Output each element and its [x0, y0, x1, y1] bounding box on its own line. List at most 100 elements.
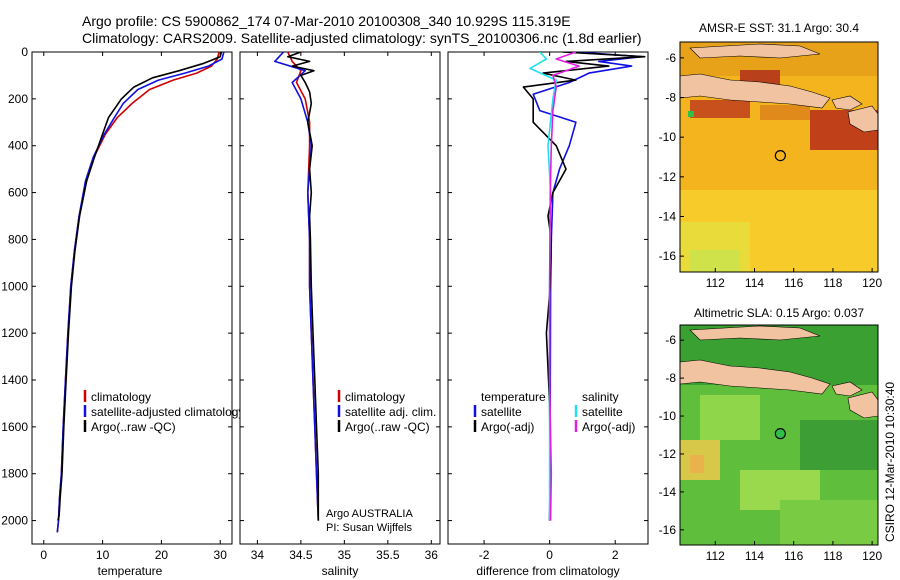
sla-land-borneo: [689, 325, 821, 341]
map-y-tick-label: -12: [659, 447, 677, 461]
map-y-tick-label: -6: [665, 333, 676, 347]
x-tick-label: 2: [612, 548, 619, 562]
x-tick-label: 35.5: [376, 548, 400, 562]
y-tick-label: 400: [8, 139, 28, 153]
legend-satellite-adjusted-label: satellite-adjusted climatology: [91, 405, 244, 419]
y-tick-label: 200: [8, 92, 28, 106]
salinity-panel: 34 34.5 35 35.5 36 salinity climatology sate…: [239, 51, 441, 578]
legend-temp-argo-label: Argo(-adj): [481, 420, 534, 434]
series-argo-raw-qc-: [57, 52, 223, 521]
sla-field-patch-4: [780, 500, 878, 545]
sst-land-java: [680, 73, 831, 109]
y-tick-label: 1000: [1, 279, 28, 293]
y-tick-label: 600: [8, 186, 28, 200]
map-y-tick-label: -8: [665, 371, 676, 385]
sla-land-sumbawa: [847, 391, 878, 419]
y-tick-label: 1600: [1, 420, 28, 434]
x-tick-label: 0: [546, 548, 553, 562]
map-y-tick-label: -10: [659, 130, 677, 144]
temperature-xlabel: temperature: [98, 564, 163, 578]
map-x-tick-label: 118: [823, 276, 842, 290]
legend-sal-sat-label: satellite: [582, 405, 623, 419]
temperature-panel: 0 10 20 30 0 200 400 600 800 1000 1200 1400 1600 1800…: [1, 45, 244, 578]
map-x-tick-label: 118: [823, 549, 842, 563]
temperature-axes-frame: [31, 51, 233, 545]
header-line-2: Climatology: CARS2009. Satellite-adjuste…: [82, 30, 642, 46]
legend-sal-argo-label: Argo(..raw -QC): [345, 420, 430, 434]
header-line-1: Argo profile: CS 5900862_174 07-Mar-2010…: [82, 13, 571, 29]
sst-land-borneo: [689, 43, 821, 59]
sla-map-image: [680, 325, 878, 545]
map-y-tick-label: -14: [659, 485, 677, 499]
map-x-tick-label: 112: [706, 549, 725, 563]
difference-ticks: -2 0 2: [448, 51, 648, 562]
x-tick-label: 36: [425, 548, 439, 562]
sla-land-java: [680, 359, 831, 395]
legend-temp-satellite-label: satellite: [481, 405, 522, 419]
x-tick-label: 10: [96, 548, 110, 562]
map-x-tick-label: 120: [862, 549, 882, 563]
x-tick-label: 30: [214, 548, 228, 562]
y-tick-label: 0: [21, 45, 28, 59]
map-y-tick-label: -6: [665, 51, 676, 65]
x-tick-label: 34: [251, 548, 265, 562]
sla-map-ticks: 112 114 116 118 120 -6 -8 -10 -12 -14 -16: [659, 333, 883, 563]
salinity-legend: climatology satellite adj. clim. Argo(..…: [337, 390, 436, 434]
float-position-marker: [774, 428, 786, 440]
temperature-series: [56, 52, 225, 533]
legend-sal-climatology-label: climatology: [345, 390, 405, 404]
side-timestamp: CSIRO 12-Mar-2010 10:30:40: [883, 382, 897, 542]
annotation-pi-name: PI: Susan Wijffels: [326, 522, 412, 534]
map-x-tick-label: 114: [745, 549, 764, 563]
y-tick-label: 1800: [1, 467, 28, 481]
map-y-tick-label: -16: [659, 523, 677, 537]
x-tick-label: 0: [40, 548, 47, 562]
legend-sal-satellite-label: satellite adj. clim.: [345, 405, 436, 419]
map-y-tick-label: -16: [659, 249, 677, 263]
legend-sal-argo-adj-label: Argo(-adj): [582, 420, 635, 434]
salinity-axes-frame: [239, 51, 441, 545]
temperature-ticks: 0 10 20 30 0 200 400 600 800 1000 1200 1400 1600 1800…: [1, 45, 232, 562]
salinity-xlabel: salinity: [322, 564, 359, 578]
sst-map-ticks: 112 114 116 118 120 -6 -8 -10 -12 -14 -16: [659, 51, 883, 290]
map-y-tick-label: -8: [665, 91, 676, 105]
float-position-marker: [774, 149, 786, 162]
sst-land-bali: [831, 95, 863, 111]
legend-salinity-header: salinity: [582, 390, 619, 404]
difference-panel: -2 0 2 difference from climatology tempera…: [447, 51, 649, 578]
map-x-tick-label: 116: [784, 276, 803, 290]
series-temperature-satellite: [532, 52, 643, 521]
sla-map-frame: [679, 324, 879, 546]
map-y-tick-label: -10: [659, 409, 677, 423]
difference-series: [522, 52, 646, 521]
difference-legend: temperature salinity satellite Argo(-adj…: [473, 390, 635, 434]
sst-warm-patch-4: [760, 105, 810, 120]
sst-land-sumbawa: [847, 105, 878, 133]
temperature-legend: climatology satellite-adjusted climatolo…: [83, 390, 244, 434]
sla-map-panel: Altimetric SLA: 0.15 Argo: 0.037 112 114 1…: [659, 306, 883, 563]
sla-land-bali: [831, 381, 863, 397]
sla-map-title: Altimetric SLA: 0.15 Argo: 0.037: [694, 306, 864, 320]
annotation-argo-australia: Argo AUSTRALIA: [326, 508, 413, 520]
salinity-series: [273, 52, 320, 521]
x-tick-label: 20: [155, 548, 169, 562]
sst-warm-patch-2: [690, 100, 750, 118]
map-y-tick-label: -14: [659, 209, 677, 223]
difference-xlabel: difference from climatology: [476, 564, 619, 578]
sst-map-frame: [679, 41, 879, 273]
sst-map-panel: AMSR-E SST: 31.1 Argo: 30.4 112 114 116 118…: [659, 21, 883, 290]
x-tick-label: -2: [479, 548, 490, 562]
sla-map-float: [774, 428, 786, 440]
map-x-tick-label: 112: [706, 276, 725, 290]
y-tick-label: 2000: [1, 514, 28, 528]
x-tick-label: 35: [338, 548, 352, 562]
map-x-tick-label: 114: [745, 276, 764, 290]
salinity-ticks: 34 34.5 35 35.5 36: [240, 51, 440, 562]
series-temperature-argo-adj-: [522, 52, 646, 521]
sst-green-marker: [688, 111, 694, 117]
sst-map-float: [774, 149, 786, 162]
x-tick-label: 34.5: [289, 548, 313, 562]
sla-field-patch-3: [800, 420, 878, 470]
legend-climatology-label: climatology: [91, 390, 151, 404]
